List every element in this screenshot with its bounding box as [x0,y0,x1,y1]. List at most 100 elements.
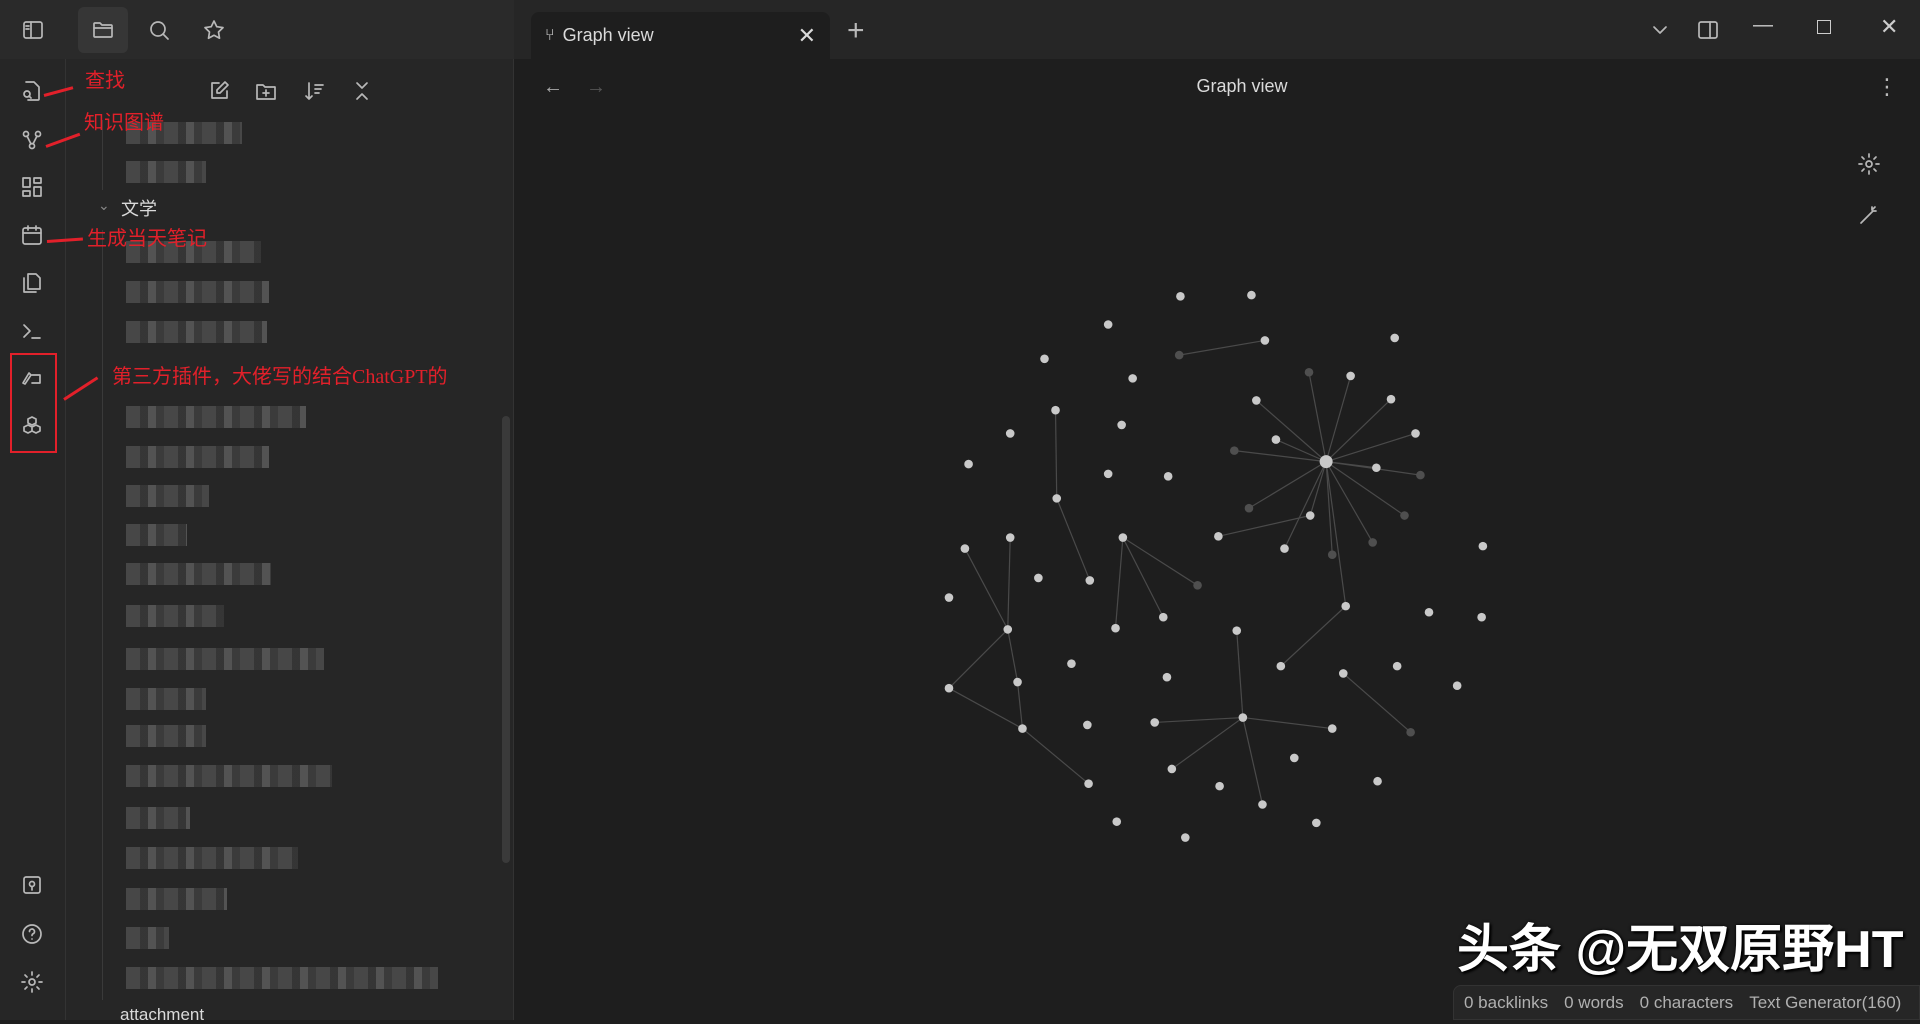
file-item-redacted[interactable] [126,887,227,910]
graph-node[interactable] [1193,581,1202,590]
file-item-redacted[interactable] [126,445,270,468]
file-item-redacted[interactable] [126,320,267,343]
graph-node[interactable] [1271,435,1281,444]
graph-node[interactable] [1181,833,1190,842]
file-item-redacted[interactable] [126,563,271,586]
graph-node[interactable] [1280,544,1289,553]
graph-node[interactable] [1289,753,1299,763]
graph-node[interactable] [964,459,973,469]
files-tab-icon[interactable] [78,7,128,53]
help-icon[interactable] [14,916,50,952]
graph-node[interactable] [1260,336,1270,345]
search-tab-icon[interactable] [141,12,177,48]
close-tab-icon[interactable]: ✕ [797,22,816,48]
graph-node[interactable] [1452,681,1462,691]
file-item-redacted[interactable] [126,604,225,627]
graph-node[interactable] [1373,776,1382,786]
file-item-redacted[interactable] [126,647,325,670]
file-item-redacted[interactable] [126,847,298,870]
settings-icon[interactable] [14,964,50,1000]
maximize-button[interactable] [1817,20,1831,34]
graph-node[interactable] [1416,470,1425,480]
graph-node[interactable] [1103,469,1113,479]
graph-node[interactable] [1252,396,1261,405]
graph-node[interactable] [1392,661,1402,671]
graph-node[interactable] [1163,472,1173,481]
close-window-button[interactable]: ✕ [1880,14,1899,39]
animate-wand-icon[interactable] [1851,197,1887,233]
graph-node[interactable] [1304,367,1314,377]
graph-node[interactable] [1111,623,1120,633]
graph-view-icon[interactable] [14,122,50,158]
graph-node[interactable] [1424,607,1434,617]
graph-node[interactable] [1018,724,1027,733]
graph-node[interactable] [960,544,970,553]
graph-node[interactable] [1232,626,1242,635]
graph-node[interactable] [1158,612,1168,622]
graph-node[interactable] [1400,511,1409,520]
graph-node[interactable] [1128,374,1137,383]
graph-node[interactable] [1084,779,1093,788]
graph-node[interactable] [1005,429,1015,438]
text-generator-icon[interactable] [14,359,50,395]
graph-node[interactable] [1411,429,1420,438]
file-item-redacted[interactable] [126,122,243,145]
graph-settings-icon[interactable] [1851,146,1887,182]
file-item-redacted[interactable] [126,967,439,990]
graph-node[interactable] [1005,533,1015,542]
more-options-icon[interactable]: ⋮ [1876,74,1898,99]
graph-node[interactable] [1118,533,1128,542]
graph-node[interactable] [1051,405,1060,415]
status-backlinks[interactable]: 0 backlinks [1464,992,1549,1012]
file-item-redacted[interactable] [126,687,206,710]
back-arrow-icon[interactable]: ← [543,76,563,98]
graph-node[interactable] [1477,612,1486,622]
file-item-redacted[interactable] [126,806,190,829]
tab-list-chevron-icon[interactable] [1642,12,1678,48]
new-note-icon[interactable] [201,73,237,109]
graph-node[interactable] [1003,625,1013,634]
graph-node[interactable] [1103,320,1113,329]
graph-node[interactable] [1034,573,1043,583]
folder-wenxue[interactable]: 文学 [121,199,157,219]
graph-node[interactable] [1085,576,1095,585]
graph-node[interactable] [1247,290,1256,300]
graph-node[interactable] [1276,661,1286,671]
graph-node[interactable] [1341,601,1351,611]
file-item-redacted[interactable] [126,241,261,264]
graph-node[interactable] [1386,394,1396,404]
graph-node[interactable] [1162,672,1172,682]
folder-chevron-icon[interactable]: ⌄ [98,197,110,213]
graph-node[interactable] [1229,446,1239,455]
graph-node[interactable] [944,593,954,602]
graph-node[interactable] [1067,659,1076,668]
graph-node[interactable] [1327,724,1337,733]
graph-node[interactable] [1338,669,1348,678]
toggle-sidebar-icon[interactable] [15,12,51,48]
graph-node[interactable] [1083,720,1092,730]
file-item-redacted[interactable] [126,484,210,507]
graph-node[interactable] [1013,677,1022,687]
vault-icon[interactable] [14,867,50,903]
graph-node[interactable] [1176,292,1185,301]
graph-node[interactable] [1052,494,1062,503]
calendar-icon[interactable] [14,217,50,253]
file-item-redacted[interactable] [126,926,169,949]
folder-attachment[interactable]: attachment [120,1005,205,1024]
graph-node[interactable] [1406,727,1415,737]
graph-node[interactable] [944,683,954,693]
graph-node[interactable] [1390,333,1400,343]
forward-arrow-icon[interactable]: → [586,76,606,98]
graph-node[interactable] [1174,350,1184,360]
new-tab-button[interactable]: + [847,14,865,47]
graph-node[interactable] [1305,511,1315,520]
file-panel-scrollbar[interactable] [502,416,510,863]
find-file-icon[interactable] [14,73,50,109]
collapse-all-icon[interactable] [344,73,380,109]
graph-node[interactable] [1117,420,1126,430]
graph-node[interactable] [1167,764,1177,774]
graph-node[interactable] [1319,455,1333,469]
graph-node[interactable] [1238,713,1248,722]
graph-node[interactable] [1150,718,1160,727]
